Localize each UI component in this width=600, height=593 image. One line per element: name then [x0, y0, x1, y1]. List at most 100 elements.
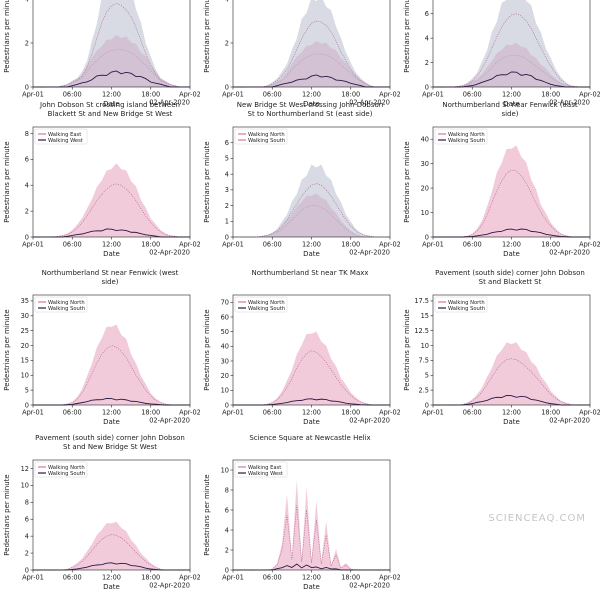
chart-svg: 02468Apr-0106:0012:0018:00Apr-0202-Apr-2… [403, 0, 600, 108]
x-axis-label: Date [103, 583, 120, 591]
x-tick-label: Apr-02 [579, 409, 600, 417]
chart-title: Northumberland St near Fenwick (west sid… [41, 269, 179, 286]
y-tick-label: 15 [421, 312, 429, 320]
legend-label: Walking North [248, 300, 285, 306]
chart-title: New Bridge St West crossing John Dobson … [236, 101, 384, 118]
x-tick-label: 18:00 [341, 91, 360, 99]
series-line [33, 3, 190, 88]
y-tick-label: 5 [425, 372, 429, 380]
legend-label: Walking West [248, 471, 283, 477]
x-tick-label: 12:00 [102, 241, 121, 249]
y-axis-label: Pedestrians per minute [3, 141, 11, 222]
series-line [233, 350, 390, 406]
y-tick-label: 10 [21, 372, 29, 380]
y-tick-label: 4 [25, 0, 29, 3]
x-tick-label: 18:00 [141, 574, 160, 582]
x-tick-label: Apr-01 [222, 574, 244, 582]
x-axis-label: Date [503, 100, 520, 108]
chart-svg: 0 2 4 Apr-01 06:00 12:00 18:00 Apr-0202-Apr-202… [203, 0, 400, 108]
chart-panel: Northumberland St near Fenwick (east sid… [400, 95, 600, 260]
y-tick-label: 7.5 [419, 357, 430, 365]
x-tick-label: Apr-01 [422, 91, 444, 99]
legend-label: Walking North [448, 300, 485, 306]
series-band [233, 0, 390, 87]
x-date-sublabel: 02-Apr-2020 [149, 417, 190, 425]
y-tick-label: 0 [225, 233, 229, 241]
x-tick-label: 18:00 [141, 241, 160, 249]
x-tick-label: 06:00 [263, 574, 282, 582]
series-band [233, 480, 390, 570]
x-tick-label: Apr-01 [22, 241, 44, 249]
x-tick-label: Apr-01 [222, 241, 244, 249]
y-axis-label: Pedestrians per minute [403, 309, 411, 390]
y-tick-label: 6 [225, 139, 229, 147]
legend-label: Walking North [48, 300, 85, 306]
legend-label: Walking East [248, 465, 281, 471]
legend-label: Walking North [448, 132, 485, 138]
y-tick-label: 15 [21, 357, 29, 365]
y-tick-label: 8 [225, 486, 229, 494]
chart-title: Northumberland St near Fenwick (east sid… [442, 101, 578, 118]
x-date-sublabel: 02-Apr-2020 [549, 249, 590, 257]
y-tick-label: 6 [25, 516, 29, 524]
chart-title: Pavement (south side) corner John Dobson… [35, 434, 185, 451]
x-tick-label: 06:00 [63, 409, 82, 417]
y-tick-label: 0 [25, 401, 29, 409]
x-tick-label: 18:00 [141, 409, 160, 417]
legend-box [434, 296, 488, 313]
y-tick-label: 10 [421, 209, 429, 217]
y-tick-label: 10 [221, 387, 229, 395]
y-tick-label: 4 [25, 532, 29, 540]
x-tick-label: 12:00 [302, 409, 321, 417]
y-tick-label: 50 [221, 328, 229, 336]
series-band [433, 0, 590, 87]
y-tick-label: 10 [421, 342, 429, 350]
y-tick-label: 17.5 [414, 297, 429, 305]
y-tick-label: 10 [21, 482, 29, 490]
x-tick-label: 12:00 [502, 241, 521, 249]
x-tick-label: Apr-02 [579, 241, 600, 249]
y-tick-label: 20 [221, 372, 229, 380]
x-tick-label: Apr-01 [22, 574, 44, 582]
legend-label: Walking North [48, 465, 85, 471]
x-axis-label: Date [303, 418, 320, 426]
x-tick-label: 18:00 [341, 409, 360, 417]
x-tick-label: 06:00 [463, 241, 482, 249]
legend-label: Walking West [48, 138, 83, 144]
x-axis-label: Date [303, 250, 320, 258]
x-tick-label: Apr-02 [179, 574, 200, 582]
legend-box [34, 296, 88, 313]
y-tick-label: 35 [21, 297, 29, 305]
x-tick-label: 12:00 [502, 409, 521, 417]
x-date-sublabel: 02-Apr-2020 [549, 99, 590, 107]
legend-label: Walking South [448, 138, 485, 144]
x-tick-label: Apr-01 [422, 241, 444, 249]
y-tick-label: 6 [425, 10, 429, 18]
y-tick-label: 10 [221, 466, 229, 474]
y-tick-label: 4 [25, 182, 29, 190]
x-tick-label: 06:00 [263, 91, 282, 99]
chart-panel: Pavement (south side) corner John Dobson… [400, 263, 600, 428]
chart-panel: Northumberland St near Fenwick (west sid… [0, 263, 200, 428]
x-date-sublabel: 02-Apr-2020 [549, 417, 590, 425]
legend-label: Walking East [48, 132, 81, 138]
chart-svg: 0 2 4 Apr-01 06:00 12:00 18:00 Apr-0202-Apr-202… [3, 0, 200, 108]
legend-label: Walking South [48, 306, 85, 312]
y-tick-label: 30 [221, 357, 229, 365]
x-tick-label: Apr-01 [222, 91, 244, 99]
y-axis-label: Pedestrians per minute [203, 0, 211, 73]
x-tick-label: 18:00 [541, 409, 560, 417]
x-date-sublabel: 02-Apr-2020 [349, 249, 390, 257]
y-tick-label: 4 [225, 0, 229, 3]
x-tick-label: 06:00 [63, 241, 82, 249]
y-tick-label: 1 [225, 218, 229, 226]
x-tick-label: 18:00 [541, 91, 560, 99]
series-line [433, 13, 590, 88]
y-tick-label: 3 [225, 186, 229, 194]
y-tick-label: 2.5 [419, 386, 430, 394]
y-tick-label: 12.5 [414, 327, 429, 335]
